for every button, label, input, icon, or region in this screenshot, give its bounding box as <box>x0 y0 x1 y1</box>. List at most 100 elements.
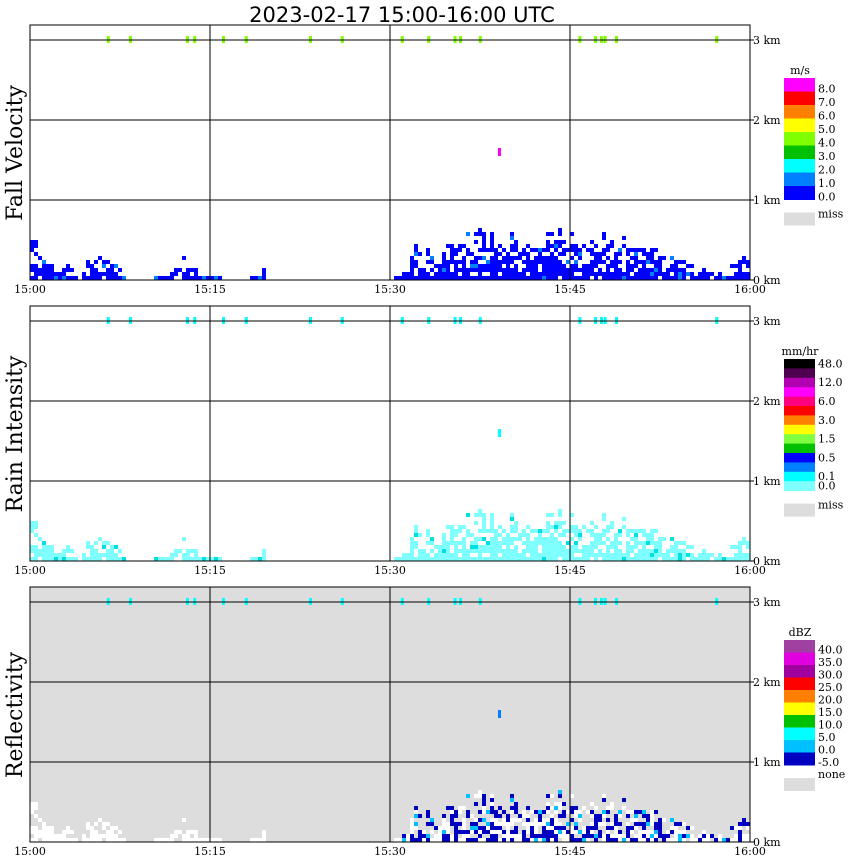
echo-cell <box>474 264 478 268</box>
echo-cell <box>506 545 510 549</box>
echo-cell <box>642 557 646 561</box>
echo-cell <box>578 810 582 814</box>
echo-cell <box>434 264 438 268</box>
echo-cell <box>658 256 662 260</box>
echo-cell <box>522 272 526 276</box>
echo-cell <box>46 826 50 830</box>
echo-cell <box>38 830 42 834</box>
echo-cell <box>526 838 530 842</box>
echo-cell <box>206 276 210 280</box>
echo-cell <box>558 252 562 256</box>
echo-cell <box>490 545 494 549</box>
echo-cell <box>546 834 550 838</box>
echo-cell <box>542 264 546 268</box>
echo-cell <box>606 806 610 810</box>
echo-cell <box>490 549 494 553</box>
echo-cell <box>666 830 670 834</box>
echo-cell <box>698 272 702 276</box>
echo-cell <box>566 541 570 545</box>
echo-cell <box>482 529 486 533</box>
echo-cell <box>538 814 542 818</box>
echo-cell <box>650 553 654 557</box>
echo-cell <box>594 256 598 260</box>
echo-cell <box>62 276 66 280</box>
echo-cell <box>438 834 442 838</box>
echo-cell <box>718 272 722 276</box>
echo-cell <box>446 822 450 826</box>
echo-cell <box>554 834 558 838</box>
echo-cell <box>582 553 586 557</box>
legend-swatch <box>784 434 815 445</box>
echo-cell <box>86 826 90 830</box>
echo-cell <box>582 838 586 842</box>
echo-cell <box>158 838 162 842</box>
echo-cell <box>30 802 34 806</box>
echo-cell <box>654 830 658 834</box>
echo-cell <box>30 545 34 549</box>
echo-cell <box>518 533 522 537</box>
echo-cell <box>578 248 582 252</box>
echo-cell <box>478 794 482 798</box>
echo-cell <box>570 838 574 842</box>
echo-cell <box>94 834 98 838</box>
echo-cell <box>594 276 598 280</box>
echo-cell <box>630 545 634 549</box>
echo-cell <box>478 557 482 561</box>
echo-cell <box>538 541 542 545</box>
echo-cell <box>586 830 590 834</box>
echo-cell <box>646 838 650 842</box>
echo-cell <box>526 814 530 818</box>
echo-cell <box>474 513 478 517</box>
echo-cell <box>746 541 750 545</box>
echo-cell <box>658 268 662 272</box>
echo-cell <box>618 549 622 553</box>
echo-cell <box>506 822 510 826</box>
echo-cell <box>74 838 78 842</box>
echo-cell <box>86 276 90 280</box>
echo-cell <box>582 244 586 248</box>
echo-cell <box>542 529 546 533</box>
echo-cell <box>654 810 658 814</box>
echo-cell <box>594 252 598 256</box>
echo-cell <box>490 830 494 834</box>
echo-cell <box>642 541 646 545</box>
echo-cell <box>550 814 554 818</box>
echo-cell <box>198 557 202 561</box>
echo-cell <box>638 553 642 557</box>
echo-cell <box>46 545 50 549</box>
echo-cell <box>538 276 542 280</box>
echo-cell <box>614 814 618 818</box>
echo-cell <box>194 276 198 280</box>
echo-cell <box>34 553 38 557</box>
echo-cell <box>674 264 678 268</box>
echo-cell <box>262 549 266 553</box>
echo-cell <box>454 541 458 545</box>
echo-cell <box>478 529 482 533</box>
echo-cell <box>578 252 582 256</box>
echo-cell <box>478 513 482 517</box>
echo-cell <box>606 256 610 260</box>
echo-cell <box>174 553 178 557</box>
echo-cell <box>534 838 538 842</box>
echo-cell <box>170 553 174 557</box>
echo-cell <box>46 830 50 834</box>
echo-cell <box>554 826 558 830</box>
echo-cell <box>510 525 514 529</box>
echo-cell <box>538 822 542 826</box>
echo-cell <box>446 830 450 834</box>
echo-cell <box>182 272 186 276</box>
echo-cell <box>618 268 622 272</box>
echo-cell <box>62 272 66 276</box>
echo-cell <box>450 834 454 838</box>
echo-cell <box>662 818 666 822</box>
echo-cell <box>34 814 38 818</box>
echo-cell <box>554 557 558 561</box>
echo-cell <box>450 814 454 818</box>
legend-swatch <box>784 752 815 766</box>
echo-cell <box>178 549 182 553</box>
echo-cell <box>510 260 514 264</box>
echo-cell <box>62 268 66 272</box>
echo-cell <box>594 818 598 822</box>
echo-cell <box>642 529 646 533</box>
legend-swatch <box>784 368 815 379</box>
